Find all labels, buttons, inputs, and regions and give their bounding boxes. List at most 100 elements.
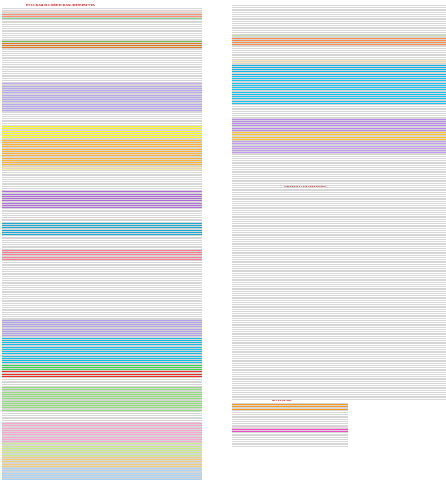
row-band bbox=[2, 82, 202, 85]
grid-line bbox=[232, 42, 446, 44]
grid-line bbox=[232, 421, 348, 422]
grid-line bbox=[2, 191, 202, 193]
grid-line bbox=[2, 375, 202, 377]
grid-line bbox=[2, 431, 202, 432]
grid-line bbox=[2, 425, 202, 427]
grid-line bbox=[2, 96, 202, 98]
grid-line bbox=[232, 107, 446, 109]
grid-line bbox=[2, 58, 202, 60]
grid-line bbox=[232, 314, 446, 316]
grid-line bbox=[2, 326, 202, 328]
grid-line bbox=[2, 294, 202, 296]
grid-line bbox=[232, 334, 446, 336]
grid-line bbox=[2, 389, 202, 391]
grid-line bbox=[232, 266, 446, 267]
grid-line bbox=[2, 123, 202, 125]
grid-line bbox=[232, 165, 446, 167]
grid-line bbox=[2, 150, 202, 152]
grid-line bbox=[232, 132, 446, 134]
grid-line bbox=[232, 12, 446, 14]
grid-line bbox=[2, 351, 202, 353]
grid-line bbox=[232, 118, 446, 120]
grid-line bbox=[232, 138, 446, 140]
grid-line bbox=[2, 134, 202, 135]
grid-line bbox=[232, 354, 446, 356]
grid-line bbox=[232, 446, 348, 448]
row-band bbox=[2, 170, 202, 191]
grid-line bbox=[2, 71, 202, 72]
grid-line bbox=[232, 208, 446, 210]
grid-line bbox=[2, 476, 202, 477]
grid-line bbox=[232, 248, 446, 249]
grid-line bbox=[2, 314, 202, 315]
grid-line bbox=[2, 260, 202, 261]
grid-line bbox=[232, 237, 446, 239]
grid-line bbox=[2, 94, 202, 96]
grid-line bbox=[2, 423, 202, 425]
grid-line bbox=[2, 236, 202, 238]
grid-line bbox=[2, 116, 202, 117]
grid-line bbox=[2, 197, 202, 198]
grid-line bbox=[2, 184, 202, 186]
grid-line bbox=[2, 467, 202, 468]
grid-line bbox=[232, 62, 446, 64]
row-band bbox=[2, 166, 202, 170]
grid-line bbox=[232, 357, 446, 359]
grid-line bbox=[2, 472, 202, 474]
grid-line bbox=[2, 341, 202, 342]
grid-line bbox=[232, 26, 446, 28]
grid-line bbox=[2, 220, 202, 222]
grid-line bbox=[232, 311, 446, 312]
grid-line bbox=[232, 98, 446, 100]
grid-line bbox=[2, 45, 202, 47]
grid-line bbox=[2, 380, 202, 382]
grid-line bbox=[232, 39, 446, 41]
grid-line bbox=[2, 418, 202, 420]
grid-line bbox=[232, 154, 446, 156]
grid-line bbox=[2, 249, 202, 251]
grid-line bbox=[232, 91, 446, 93]
grid-line bbox=[232, 303, 446, 305]
grid-line bbox=[232, 280, 446, 282]
grid-line bbox=[232, 377, 446, 379]
grid-line bbox=[2, 33, 202, 35]
grid-line bbox=[2, 369, 202, 371]
grid-line bbox=[232, 305, 446, 307]
grid-line bbox=[2, 279, 202, 281]
right-table bbox=[232, 5, 446, 401]
grid-line bbox=[232, 28, 446, 30]
grid-line bbox=[2, 283, 202, 285]
grid-line bbox=[232, 35, 446, 37]
grid-line bbox=[232, 163, 446, 165]
grid-line bbox=[232, 424, 348, 426]
grid-line bbox=[232, 365, 446, 366]
grid-line bbox=[2, 137, 202, 139]
grid-line bbox=[2, 323, 202, 324]
grid-line bbox=[232, 152, 446, 154]
grid-line bbox=[232, 388, 446, 390]
grid-line bbox=[232, 440, 348, 442]
grid-line bbox=[2, 254, 202, 256]
grid-line bbox=[2, 180, 202, 182]
grid-line bbox=[232, 53, 446, 55]
grid-line bbox=[232, 179, 446, 181]
grid-line bbox=[2, 189, 202, 191]
grid-line bbox=[232, 289, 446, 291]
grid-line bbox=[232, 264, 446, 266]
grid-line bbox=[232, 332, 446, 334]
grid-line bbox=[232, 233, 446, 235]
grid-line bbox=[232, 330, 446, 332]
grid-line bbox=[2, 238, 202, 240]
grid-line bbox=[2, 135, 202, 137]
grid-line bbox=[2, 139, 202, 141]
grid-line bbox=[232, 309, 446, 311]
grid-line bbox=[232, 386, 446, 388]
grid-line bbox=[232, 86, 446, 87]
grid-line bbox=[2, 332, 202, 333]
grid-line bbox=[2, 78, 202, 80]
grid-line bbox=[2, 454, 202, 456]
grid-line bbox=[232, 276, 446, 278]
grid-line bbox=[232, 356, 446, 357]
grid-line bbox=[232, 399, 446, 401]
grid-line bbox=[2, 373, 202, 375]
